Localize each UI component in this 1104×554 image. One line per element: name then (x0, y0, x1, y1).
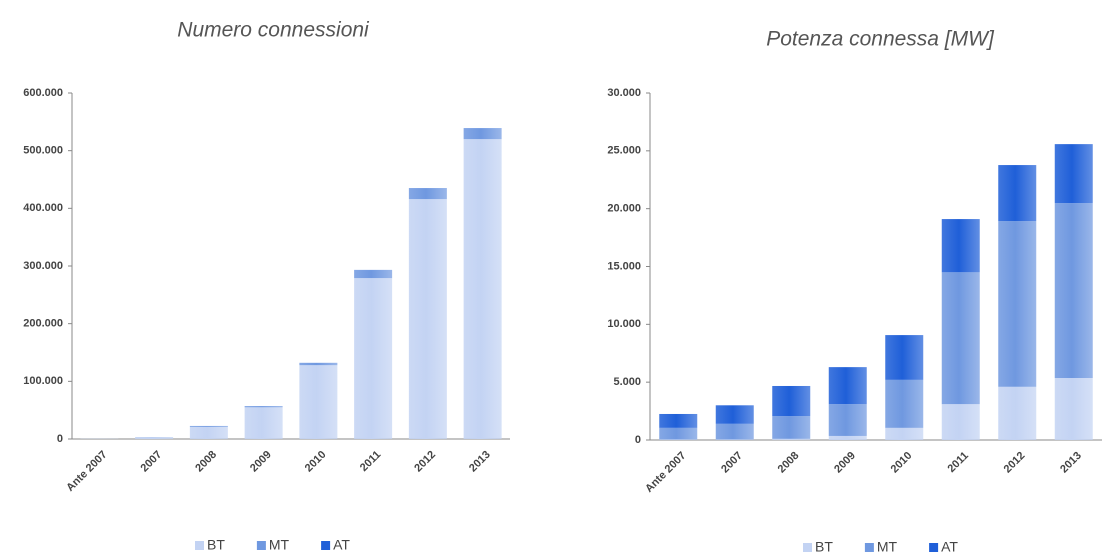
y-tick-label: 25.000 (607, 145, 641, 157)
y-tick-label: 5.000 (613, 376, 641, 388)
bar-segment (772, 438, 811, 440)
bar-segment (885, 427, 924, 440)
bar-segment (659, 427, 698, 440)
x-tick-label: 2012 (412, 449, 438, 475)
bar-segment (1054, 378, 1093, 440)
x-tick-label: 2013 (1058, 450, 1084, 476)
bar-segment (941, 404, 980, 440)
y-tick-label: 0 (635, 434, 641, 446)
bar-segment (715, 405, 754, 424)
legend-swatch (256, 541, 266, 550)
legend-swatch (195, 541, 204, 550)
legend-label: AT (333, 537, 350, 553)
bar-segment (772, 416, 811, 439)
bar-segment (463, 139, 502, 439)
bar-segment (998, 221, 1037, 387)
x-tick-label: 2008 (776, 450, 802, 476)
bar-segment (998, 386, 1037, 440)
y-tick-label: 10.000 (607, 318, 641, 330)
bar-segment (189, 426, 228, 427)
y-tick-label: 0 (57, 433, 63, 445)
x-tick-label: 2011 (946, 450, 971, 475)
bar-segment (244, 406, 283, 408)
bar-segment (659, 413, 698, 428)
bar-segment (189, 426, 228, 439)
bar-segment (408, 188, 447, 200)
bar-segment (941, 272, 980, 405)
x-tick-label: 2012 (1002, 450, 1028, 476)
bar-segment (772, 385, 811, 417)
bar-segment (299, 365, 338, 439)
y-tick-label: 400.000 (23, 202, 63, 214)
bar-segment (1054, 144, 1093, 204)
y-tick-label: 30.000 (607, 87, 641, 99)
bar-segment (885, 379, 924, 428)
bar-segment (408, 199, 447, 439)
y-tick-label: 600.000 (23, 87, 63, 99)
x-tick-label: 2010 (303, 449, 329, 475)
legend-label: MT (269, 537, 290, 553)
y-tick-label: 100.000 (23, 375, 63, 387)
bar-segment (885, 335, 924, 380)
y-tick-label: 200.000 (23, 318, 63, 330)
x-tick-label: 2009 (248, 449, 274, 475)
legend-swatch (803, 543, 812, 552)
chart-title: Numero connessioni (177, 19, 370, 42)
bar-segment (299, 362, 338, 366)
legend-swatch (321, 541, 331, 550)
x-tick-label: 2009 (832, 450, 858, 476)
bar-segment (715, 423, 754, 440)
x-tick-label: 2011 (358, 449, 383, 474)
y-tick-label: 15.000 (607, 260, 641, 272)
y-tick-label: 500.000 (23, 145, 63, 157)
legend-swatch (929, 543, 939, 552)
bar-segment (135, 437, 174, 439)
legend-label: BT (815, 539, 833, 554)
bar-segment (715, 439, 754, 440)
x-tick-label: 2007 (139, 449, 165, 475)
legend-label: MT (877, 539, 898, 554)
x-tick-label: 2010 (889, 450, 915, 476)
bar-segment (354, 270, 393, 279)
bar-segment (828, 404, 867, 436)
x-tick-label: 2013 (467, 449, 493, 475)
x-tick-label: 2008 (193, 449, 219, 475)
bar-segment (941, 219, 980, 273)
bar-segment (1054, 203, 1093, 379)
bar-segment (828, 435, 867, 440)
y-tick-label: 20.000 (607, 203, 641, 215)
bar-segment (828, 367, 867, 405)
x-tick-label: Ante 2007 (64, 449, 109, 494)
bar-segment (998, 165, 1037, 222)
legend-swatch (864, 543, 874, 552)
bar-segment (659, 439, 698, 440)
y-tick-label: 300.000 (23, 260, 63, 272)
chart-title: Potenza connessa [MW] (766, 28, 995, 51)
x-tick-label: 2007 (719, 450, 745, 476)
x-tick-label: Ante 2007 (643, 450, 688, 495)
bar-segment (244, 407, 283, 439)
bar-segment (463, 128, 502, 140)
bar-segment (354, 278, 393, 439)
legend-label: AT (941, 539, 958, 554)
legend-label: BT (207, 537, 225, 553)
